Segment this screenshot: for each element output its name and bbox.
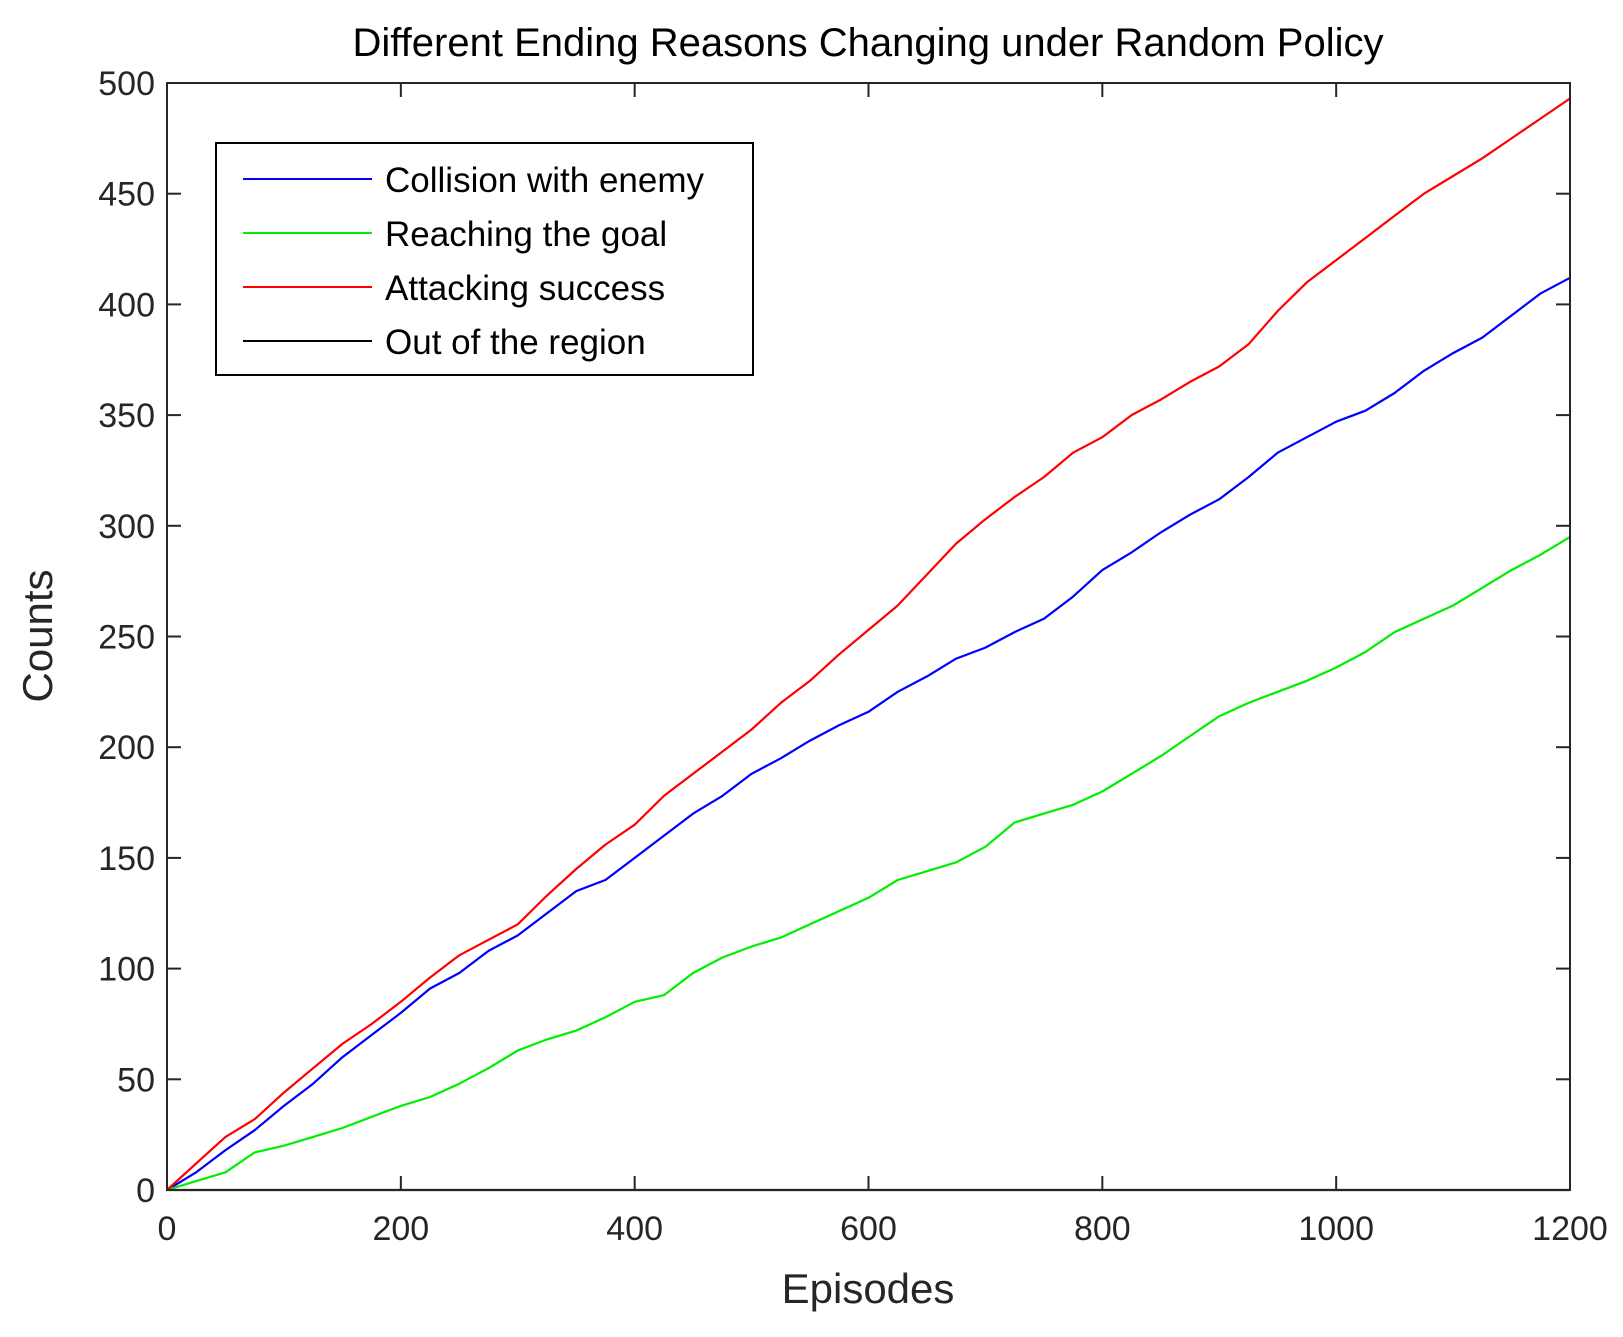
y-tick-label: 0 (136, 1172, 155, 1210)
x-tick-label: 1000 (1298, 1210, 1374, 1248)
chart-title: Different Ending Reasons Changing under … (353, 21, 1384, 65)
y-tick-label: 300 (98, 508, 155, 546)
y-tick-label: 450 (98, 176, 155, 214)
y-tick-label: 250 (98, 619, 155, 657)
legend-label-attack: Attacking success (385, 269, 665, 308)
series-line-collision-with-enemy (166, 276, 1571, 1191)
y-tick-label: 500 (98, 65, 155, 103)
y-tick-label: 100 (98, 951, 155, 989)
x-tick-label: 0 (158, 1210, 177, 1248)
legend: Collision with enemy Reaching the goal A… (215, 142, 754, 376)
y-tick-label: 200 (98, 729, 155, 767)
y-tick-label: 50 (117, 1061, 155, 1099)
x-axis-title: Episodes (782, 1265, 955, 1312)
y-tick-label: 350 (98, 397, 155, 435)
legend-box (215, 142, 754, 376)
y-tick-label: 400 (98, 286, 155, 324)
legend-label-out-of-region: Out of the region (385, 323, 646, 362)
x-tick-label: 600 (840, 1210, 897, 1248)
plot-area-frame (166, 82, 1571, 1191)
tick-layer: 0 200 400 600 800 1000 1200 0 50 100 150 200 250 300 3… (98, 65, 1608, 1248)
series-line-reaching-the-goal (166, 535, 1571, 1192)
legend-label-collision: Collision with enemy (385, 161, 705, 200)
x-tick-label: 800 (1074, 1210, 1131, 1248)
series-line-attacking-success (166, 97, 1571, 1191)
y-tick-label: 150 (98, 840, 155, 878)
x-tick-label: 1200 (1532, 1210, 1608, 1248)
x-tick-label: 400 (606, 1210, 663, 1248)
x-tick-label: 200 (372, 1210, 429, 1248)
y-axis-title: Counts (14, 569, 61, 702)
legend-label-goal: Reaching the goal (385, 215, 667, 254)
